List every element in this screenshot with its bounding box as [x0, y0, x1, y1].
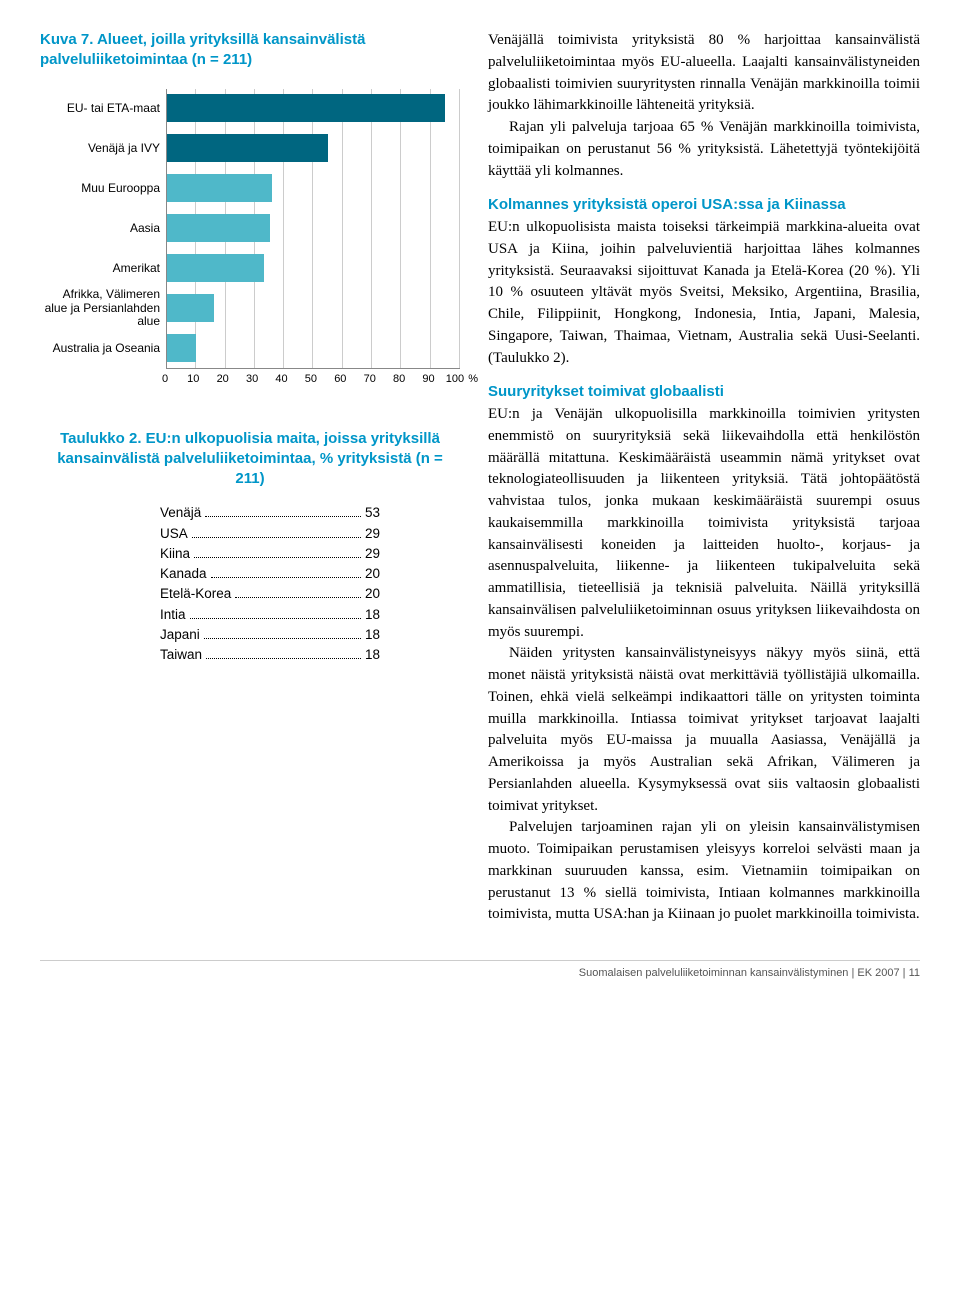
body-paragraph: Venäjällä toimivista yrityksistä 80 % ha…: [488, 30, 920, 117]
x-tick: 60: [317, 373, 346, 385]
body-paragraph: Rajan yli palveluja tarjoaa 65 % Venäjän…: [488, 117, 920, 182]
bar-row: [167, 208, 460, 248]
x-axis-unit: %: [468, 373, 478, 385]
left-column: Kuva 7. Alueet, joilla yrityksillä kansa…: [40, 30, 460, 926]
body-paragraph: EU:n ulkopuolisista maista toiseksi tärk…: [488, 217, 920, 369]
table-label: Etelä-Korea: [160, 584, 231, 604]
table-value: 20: [365, 564, 380, 584]
table-label: Kanada: [160, 564, 207, 584]
table-value: 18: [365, 625, 380, 645]
section-heading: Kolmannes yrityksistä operoi USA:ssa ja …: [488, 194, 920, 216]
leader-dots: [194, 557, 361, 558]
table-row: Japani 18: [160, 625, 380, 645]
figure-7-barchart: EU- tai ETA-maat Venäjä ja IVY Muu Euroo…: [40, 89, 460, 369]
table-label: Venäjä: [160, 503, 201, 523]
leader-dots: [206, 658, 361, 659]
table-label: Kiina: [160, 544, 190, 564]
bars: [167, 89, 460, 368]
table-2: Venäjä 53 USA 29 Kiina 29 Kanada 20 Etelä-Ko…: [40, 503, 460, 665]
table-row: Kiina 29: [160, 544, 380, 564]
x-tick: 10: [170, 373, 199, 385]
leader-dots: [192, 537, 361, 538]
x-tick: 30: [229, 373, 258, 385]
x-tick: 40: [258, 373, 287, 385]
bar-row: [167, 288, 460, 328]
table-label: USA: [160, 524, 188, 544]
table-label: Intia: [160, 605, 186, 625]
x-tick: 70: [346, 373, 375, 385]
leader-dots: [235, 597, 361, 598]
table-value: 20: [365, 584, 380, 604]
page-two-column: Kuva 7. Alueet, joilla yrityksillä kansa…: [0, 0, 960, 946]
table-value: 18: [365, 605, 380, 625]
table-value: 18: [365, 645, 380, 665]
x-tick: 100: [435, 373, 464, 385]
bar: [167, 174, 272, 202]
bar: [167, 94, 445, 122]
bar-row: [167, 89, 460, 129]
leader-dots: [205, 516, 361, 517]
x-tick: 50: [288, 373, 317, 385]
bar-row: [167, 248, 460, 288]
body-paragraph: EU:n ja Venäjän ulkopuolisilla markkinoi…: [488, 404, 920, 643]
bar-row: [167, 328, 460, 368]
section-heading: Suuryritykset toimivat globaalisti: [488, 381, 920, 403]
table-label: Japani: [160, 625, 200, 645]
table-row: Kanada 20: [160, 564, 380, 584]
body-paragraph: Näiden yritysten kansainvälistyneisyys n…: [488, 643, 920, 817]
x-tick: 80: [376, 373, 405, 385]
table-title: Taulukko 2. EU:n ulkopuolisia maita, joi…: [50, 429, 450, 490]
bar-row: [167, 168, 460, 208]
y-label: EU- tai ETA-maat: [40, 89, 160, 129]
bar: [167, 294, 214, 322]
y-label: Muu Eurooppa: [40, 169, 160, 209]
x-axis: 10 20 30 40 50 60 70 80 90 100 %: [166, 373, 460, 385]
table-row: USA 29: [160, 524, 380, 544]
table-value: 29: [365, 544, 380, 564]
leader-dots: [190, 618, 361, 619]
table-row: Venäjä 53: [160, 503, 380, 523]
right-column: Venäjällä toimivista yrityksistä 80 % ha…: [488, 30, 920, 926]
table-row: Etelä-Korea 20: [160, 584, 380, 604]
leader-dots: [211, 577, 361, 578]
table-label: Taiwan: [160, 645, 202, 665]
bar: [167, 254, 264, 282]
y-label: Afrikka, Välimeren alue ja Persianlahden…: [40, 289, 160, 329]
table-value: 53: [365, 503, 380, 523]
bar-row: [167, 128, 460, 168]
y-axis-labels: EU- tai ETA-maat Venäjä ja IVY Muu Euroo…: [40, 89, 166, 369]
y-label: Venäjä ja IVY: [40, 129, 160, 169]
y-label: Amerikat: [40, 249, 160, 289]
x-tick: 20: [199, 373, 228, 385]
bar: [167, 134, 328, 162]
plot-area: [166, 89, 460, 369]
table-row: Taiwan 18: [160, 645, 380, 665]
bar: [167, 214, 270, 242]
page-footer: Suomalaisen palveluliiketoiminnan kansai…: [40, 960, 920, 979]
bar: [167, 334, 196, 362]
table-row: Intia 18: [160, 605, 380, 625]
leader-dots: [204, 638, 361, 639]
y-label: Australia ja Oseania: [40, 329, 160, 369]
body-paragraph: Palvelujen tarjoaminen rajan yli on ylei…: [488, 817, 920, 926]
chart-body: EU- tai ETA-maat Venäjä ja IVY Muu Euroo…: [40, 89, 460, 369]
y-label: Aasia: [40, 209, 160, 249]
x-tick: 90: [405, 373, 434, 385]
figure-title: Kuva 7. Alueet, joilla yrityksillä kansa…: [40, 30, 460, 71]
table-value: 29: [365, 524, 380, 544]
